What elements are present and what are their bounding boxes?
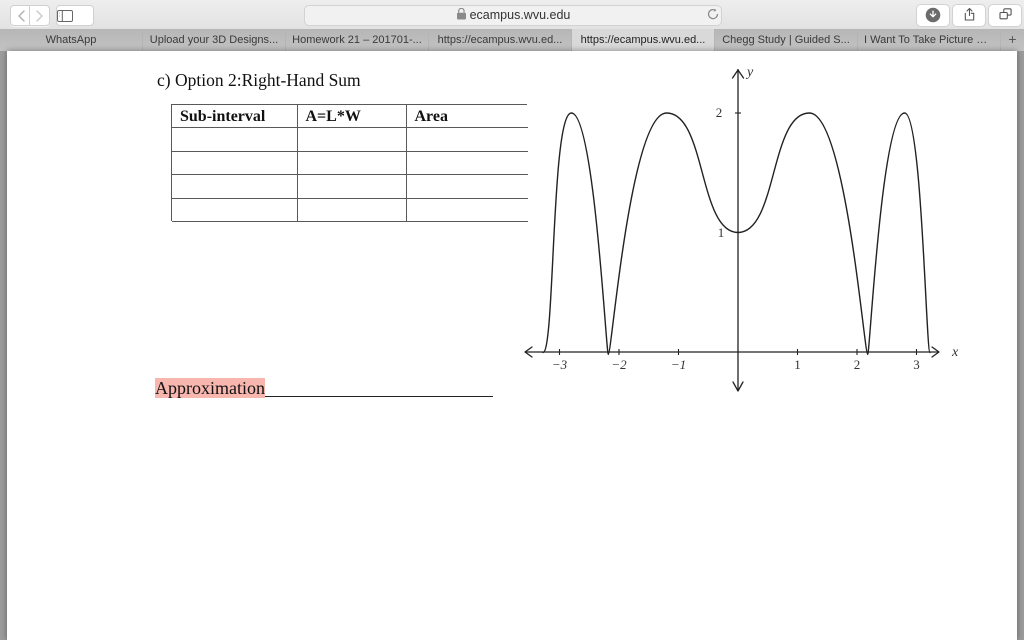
svg-text:−2: −2 (611, 357, 627, 372)
svg-text:x: x (951, 345, 959, 360)
svg-text:2: 2 (854, 357, 861, 372)
svg-text:−3: −3 (552, 357, 568, 372)
svg-text:2: 2 (716, 105, 723, 120)
svg-text:y: y (745, 65, 754, 80)
svg-text:−1: −1 (671, 357, 686, 372)
svg-text:3: 3 (913, 357, 920, 372)
svg-text:1: 1 (794, 357, 801, 372)
svg-text:1: 1 (718, 225, 725, 240)
